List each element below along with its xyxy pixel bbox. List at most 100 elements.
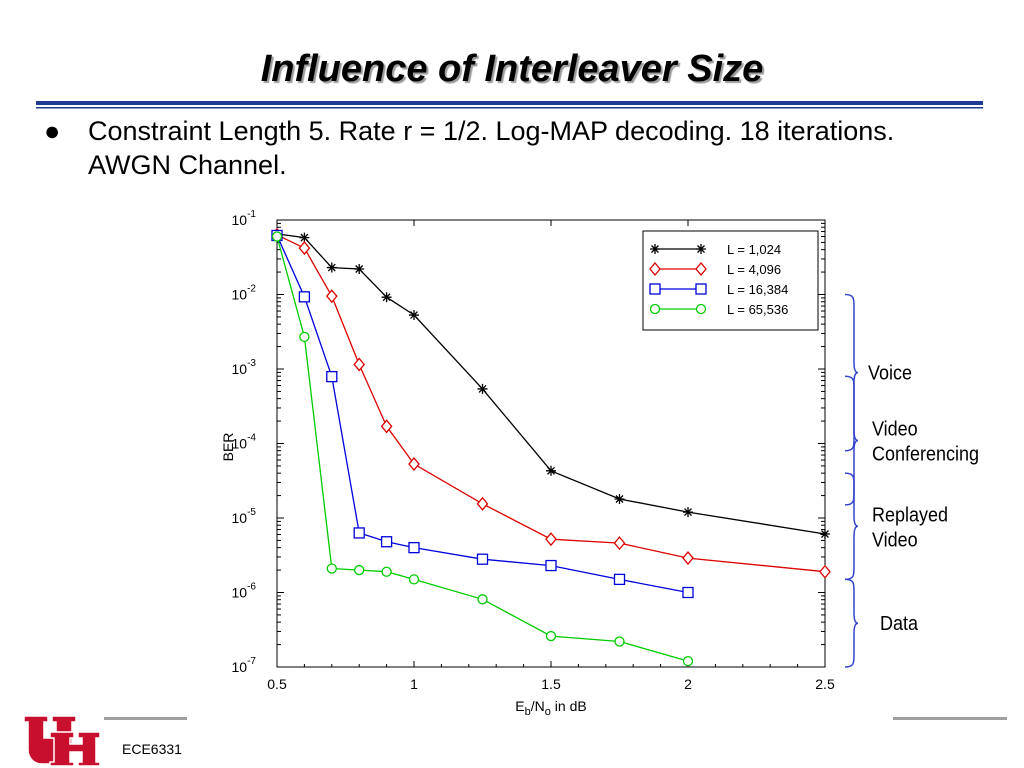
data-point — [477, 594, 488, 605]
y-tick-label: 10-3 — [232, 358, 257, 377]
data-point — [476, 496, 489, 511]
x-axis-label-tail: in dB — [551, 698, 587, 714]
data-point — [380, 536, 393, 548]
y-tick-label: 10-2 — [232, 284, 257, 303]
y-tick-label: 10-5 — [232, 507, 257, 526]
data-point — [325, 289, 338, 304]
data-point — [408, 457, 420, 472]
annotation-braces: Voice Video Conferencing Replayed Video Data — [844, 293, 979, 668]
data-point — [819, 564, 831, 579]
data-point — [380, 419, 393, 434]
data-point — [299, 232, 310, 243]
series-line — [276, 235, 689, 594]
footer-rule-left — [104, 717, 187, 720]
footer-course-code: ECE6331 — [122, 741, 182, 757]
legend-label: L = 1,024 — [727, 242, 781, 257]
data-point — [408, 574, 420, 585]
data-point — [326, 563, 337, 574]
data-point — [649, 283, 661, 295]
data-point — [408, 541, 420, 554]
series-circle — [271, 231, 694, 667]
data-point — [298, 291, 311, 303]
annotation-brace — [844, 472, 859, 581]
bullet-dot-icon: ● — [44, 116, 61, 146]
x-axis-label-sub2: o — [545, 706, 551, 718]
x-tick-label: 1.5 — [541, 676, 561, 692]
data-point — [353, 357, 366, 372]
data-point — [696, 244, 706, 254]
data-point — [545, 559, 557, 572]
legend-label: L = 16,384 — [727, 282, 788, 297]
data-point — [695, 261, 707, 277]
data-point — [409, 310, 419, 321]
title-rule-thin — [36, 107, 983, 109]
title-rule — [36, 101, 983, 105]
annotation-label: Voice — [868, 363, 912, 385]
data-point — [545, 630, 557, 642]
annotation-label: Replayed — [872, 504, 948, 526]
legend-label: L = 4,096 — [727, 262, 781, 277]
data-point — [546, 465, 556, 476]
data-point — [271, 231, 283, 242]
data-point — [614, 493, 625, 504]
x-tick-label: 1 — [410, 676, 418, 692]
annotation-brace — [844, 293, 859, 452]
annotation-label: Video — [872, 419, 918, 441]
data-point — [649, 261, 661, 277]
annotation-label: Video — [872, 529, 918, 551]
data-point — [477, 383, 488, 394]
x-axis-label-sub1: b — [525, 706, 531, 718]
data-point — [649, 303, 661, 315]
legend-box — [642, 230, 819, 331]
legend: L = 1,024 L = 4,096 L = 16,384 L = 65,536 — [642, 230, 819, 331]
data-point — [683, 507, 693, 518]
data-point — [613, 536, 626, 551]
data-point — [682, 551, 694, 566]
data-point — [545, 532, 557, 547]
bullet-text: Constraint Length 5. Rate r = 1/2. Log-M… — [88, 116, 895, 180]
data-point — [695, 283, 707, 295]
data-point — [682, 586, 694, 599]
data-point — [326, 370, 338, 383]
slide-title: Influence of Interleaver Size — [260, 48, 764, 90]
data-point — [299, 331, 310, 343]
x-tick-label: 2.5 — [815, 676, 835, 692]
footer-rule-right — [893, 717, 1007, 720]
data-point — [353, 527, 365, 539]
x-tick-label: 0.5 — [267, 676, 287, 692]
data-point — [326, 262, 337, 273]
y-tick-label: 10-6 — [232, 582, 257, 601]
annotation-brace — [844, 578, 859, 668]
data-point — [650, 244, 660, 254]
axes: 0.5 1 1.5 2 2.5 10-1 10-2 10-3 10-4 10-5 10-6 10-7 — [232, 209, 835, 692]
x-axis-label: Eb/No in dB — [515, 698, 586, 718]
series-square — [271, 229, 694, 599]
data-point — [476, 553, 489, 565]
data-point — [354, 263, 365, 274]
data-point — [820, 528, 830, 539]
data-point — [613, 573, 626, 586]
series-star — [272, 228, 830, 539]
data-point — [381, 566, 392, 577]
uh-logo-icon — [23, 715, 101, 767]
x-axis-label-base: E — [515, 698, 524, 714]
data-point — [614, 636, 625, 647]
data-point — [298, 241, 311, 256]
data-point — [682, 655, 694, 667]
series-group — [271, 227, 831, 667]
y-tick-label: 10-7 — [232, 656, 257, 675]
annotation-label: Data — [880, 613, 918, 635]
x-axis-label-mid: /N — [531, 698, 545, 714]
series-line — [276, 236, 689, 662]
legend-label: L = 65,536 — [727, 302, 788, 317]
data-point — [354, 564, 365, 576]
data-point — [695, 303, 707, 315]
data-point — [381, 292, 392, 303]
y-axis-label: BER — [220, 433, 236, 462]
y-tick-label: 10-4 — [232, 433, 257, 452]
y-tick-label: 10-1 — [232, 209, 257, 228]
annotation-label: Conferencing — [872, 444, 979, 466]
x-tick-label: 2 — [684, 676, 692, 692]
annotation-brace — [844, 375, 859, 506]
